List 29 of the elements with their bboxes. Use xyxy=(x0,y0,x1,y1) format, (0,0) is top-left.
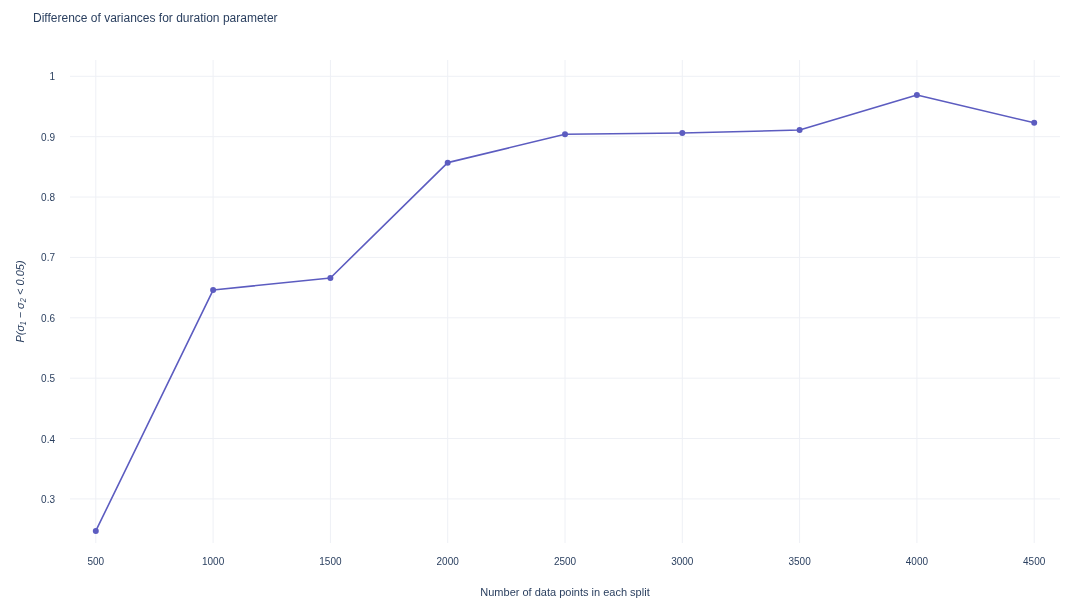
point xyxy=(92,527,99,534)
y-tick-label: 0.5 xyxy=(41,373,56,385)
y-tick-label: 0.6 xyxy=(41,312,56,324)
x-tick-label: 4500 xyxy=(1023,556,1046,567)
x-tick-label: 3000 xyxy=(671,556,694,567)
point xyxy=(796,127,803,134)
point xyxy=(913,92,920,99)
y-tick-label: 0.4 xyxy=(41,433,56,445)
x-tick-label: 1000 xyxy=(201,556,225,567)
x-tick-label: 3500 xyxy=(788,556,812,567)
y-tick-label: 0.7 xyxy=(41,252,56,264)
point xyxy=(679,130,686,137)
point xyxy=(444,159,451,166)
point xyxy=(210,287,217,294)
y-tick-label: 1 xyxy=(49,71,56,83)
x-tick-label: 4000 xyxy=(905,556,929,567)
x-tick-label: 2500 xyxy=(553,556,577,567)
y-tick-label: 0.3 xyxy=(41,493,56,505)
point xyxy=(562,131,568,138)
chart-title: Difference of variances for duration parameter xyxy=(33,11,278,25)
point xyxy=(1031,119,1038,126)
x-tick-label: 1500 xyxy=(319,556,342,567)
y-tick-label: 0.9 xyxy=(41,131,56,143)
x-axis-title: Number of data points in each split xyxy=(480,586,650,598)
y-axis-title: P(σ₁ − σ₂ < 0.05) xyxy=(14,260,26,343)
x-tick-label: 500 xyxy=(87,556,105,567)
point xyxy=(327,274,334,281)
x-tick-label: 2000 xyxy=(436,556,460,567)
y-tick-label: 0.8 xyxy=(41,192,56,204)
